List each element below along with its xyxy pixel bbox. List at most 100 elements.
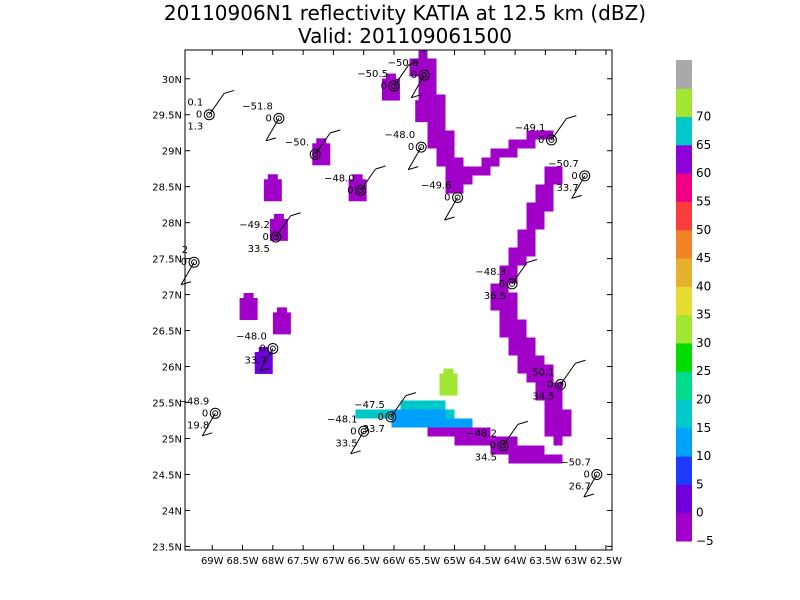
- swath-cell: [418, 58, 428, 68]
- wind-barb-staff: [410, 74, 425, 98]
- station-marker-outer: [545, 134, 557, 146]
- station-temperature-label: −50.: [285, 137, 309, 148]
- swath-cell: [445, 148, 455, 158]
- swath-cell: [454, 436, 464, 446]
- swath-cell: [544, 175, 554, 185]
- wind-barb-flag: [329, 129, 341, 134]
- station-temperature-label: −48.9: [179, 396, 210, 407]
- swath-cell: [526, 130, 536, 140]
- swath-cell: [526, 337, 536, 347]
- swath-cell: [517, 238, 527, 248]
- station-temperature-label: −48.3: [475, 267, 506, 278]
- swath-cell: [355, 409, 365, 419]
- swath-cell: [481, 436, 491, 446]
- swath-cell: [526, 202, 536, 212]
- station-marker-inner: [275, 115, 282, 122]
- colorbar-label: 40: [696, 279, 711, 293]
- wind-barb-flag: [290, 212, 301, 217]
- swath-cell: [508, 139, 518, 149]
- swath-cell: [481, 157, 491, 167]
- swath-cell: [454, 184, 464, 194]
- station-height-label: 33.7: [363, 424, 385, 435]
- station-marker-inner: [212, 410, 219, 417]
- y-tick-label: 25N: [162, 434, 182, 445]
- observation-station: −49.10: [515, 115, 577, 146]
- plot-frame: [184, 49, 613, 551]
- wind-barb-flag: [411, 94, 422, 99]
- wind-barb-flag: [526, 259, 538, 263]
- station-height-label: 33.5: [335, 438, 357, 449]
- swath-cell: [436, 157, 446, 167]
- y-tick-label: 29N: [162, 147, 182, 158]
- wind-barb-flag: [566, 115, 577, 120]
- swath-cell: [427, 58, 437, 68]
- blob-cell: [243, 292, 254, 299]
- station-temperature-label: −48.0: [324, 173, 355, 184]
- station-marker-inner: [272, 234, 279, 241]
- station-marker-inner: [548, 136, 555, 143]
- colorbar-label: 55: [696, 194, 711, 208]
- station-height-label: 33.7: [556, 183, 578, 194]
- wind-barb-flag: [375, 165, 386, 170]
- station-marker-outer: [555, 379, 567, 391]
- swath-cell: [427, 130, 437, 140]
- station-height-label: 33.5: [248, 244, 270, 255]
- station-value-label: 0: [547, 380, 553, 391]
- swath-cell: [517, 256, 527, 266]
- colorbar-label: 35: [696, 308, 711, 322]
- colorbar-label: 20: [696, 393, 711, 407]
- blob-cell: [263, 179, 282, 202]
- station-height-label: 34.5: [475, 453, 497, 464]
- colorbar-swatch: [676, 484, 692, 514]
- swath-cell: [499, 292, 509, 302]
- swath-cell: [427, 76, 437, 86]
- y-tick-label: 24.5N: [152, 470, 182, 481]
- colorbar-swatch: [676, 258, 692, 287]
- swath-cell: [499, 319, 509, 329]
- swath-cell: [508, 328, 518, 338]
- swath-cell: [526, 364, 536, 374]
- swath-cell: [517, 454, 527, 464]
- swath-cell: [535, 202, 545, 212]
- swath-cell: [409, 67, 419, 77]
- swath-cell: [517, 346, 527, 356]
- swath-cell: [508, 346, 518, 356]
- swath-cell: [454, 418, 464, 428]
- observation-station: −49.60: [421, 180, 464, 221]
- wind-barb-staff: [314, 132, 331, 155]
- swath-cell: [445, 427, 455, 437]
- station-height-label: 26.7: [569, 481, 591, 492]
- swath-cell: [517, 319, 527, 329]
- x-tick-label: 67W: [322, 556, 345, 567]
- station-temperature-label: −49.6: [421, 180, 452, 191]
- swath-cell: [463, 436, 473, 446]
- swath-cell: [535, 391, 545, 401]
- wind-barb-staff: [571, 175, 586, 199]
- station-marker-outer: [497, 440, 509, 452]
- swath-cell: [535, 130, 545, 140]
- station-marker-inner: [206, 111, 213, 118]
- blob: [263, 174, 282, 202]
- swath-cell: [436, 103, 446, 113]
- swath-cell: [481, 427, 491, 437]
- station-temperature-label: −50.7: [560, 457, 591, 468]
- swath-cell: [373, 409, 383, 419]
- wind-barb-staff: [201, 413, 216, 437]
- swath-cell: [544, 454, 554, 464]
- station-value-label: 0: [490, 441, 496, 452]
- station-marker-outer: [267, 343, 279, 355]
- wind-barb-flag: [265, 137, 277, 142]
- swath-cell: [436, 400, 446, 410]
- swath-cell: [553, 454, 563, 464]
- swath-cell: [418, 67, 428, 77]
- swath-cell: [427, 121, 437, 131]
- x-tick-label: 65W: [443, 556, 466, 567]
- y-tick-label: 26N: [162, 363, 182, 374]
- station-height-label: 34.5: [532, 392, 554, 403]
- wind-barb-staff: [560, 362, 576, 385]
- station-temperature-label: 0.1: [187, 98, 203, 109]
